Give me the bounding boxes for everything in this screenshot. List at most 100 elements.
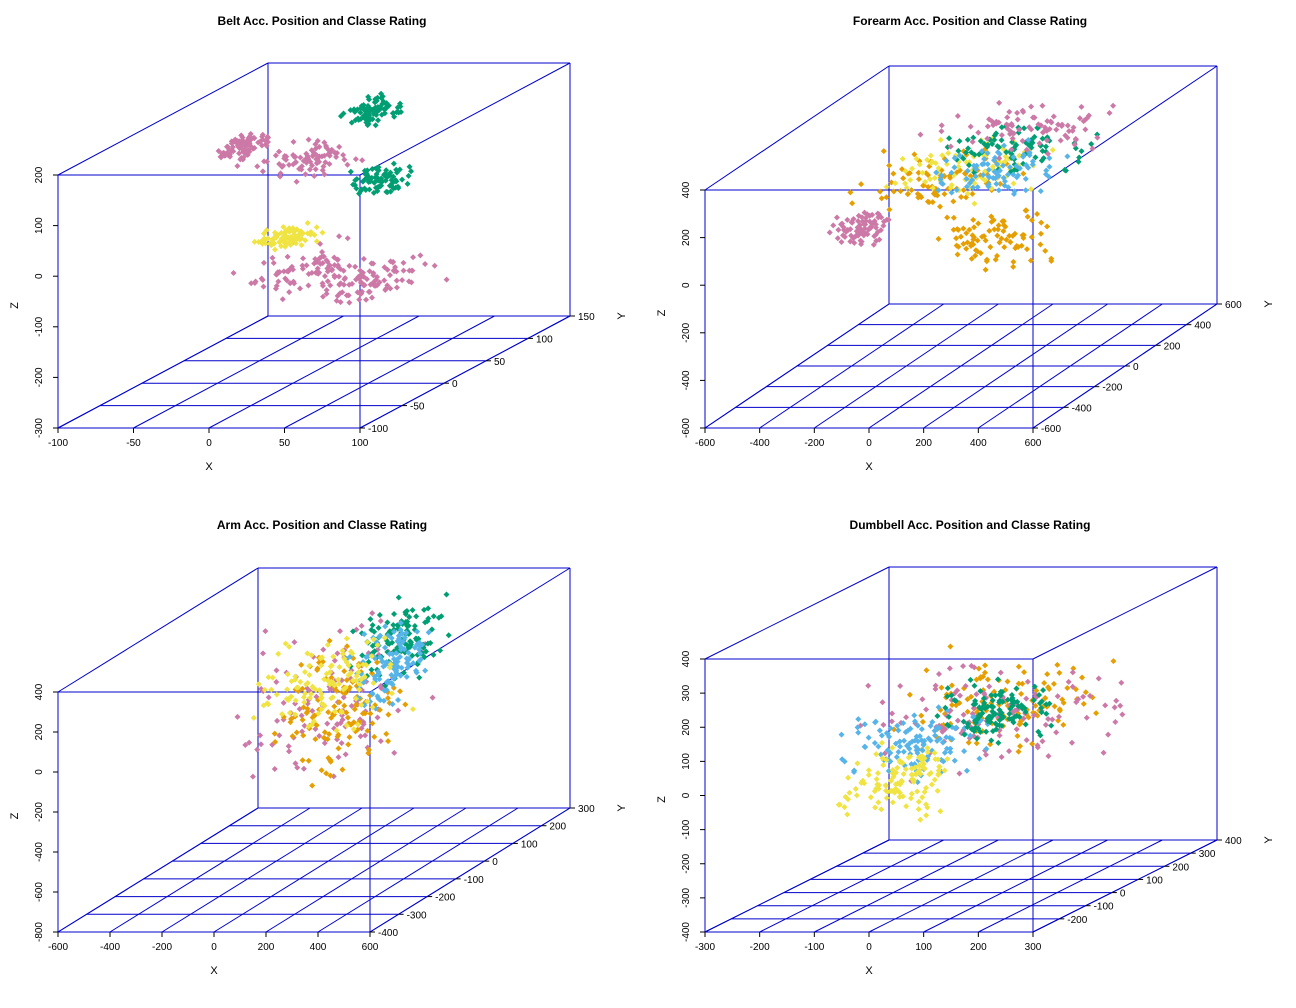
scatter-point [261,158,268,165]
scatter-point [286,228,293,235]
scatter-point [299,716,306,723]
scatter-point [1065,128,1072,135]
scatter-point [849,219,856,226]
scatter-point [371,628,378,635]
scatter-point [346,299,353,306]
scatter-point [994,143,1001,150]
box-edge [57,567,259,693]
scatter-point [376,279,383,286]
scatter-point [337,299,344,306]
scatter-point [954,251,961,258]
scatter-point [894,764,901,771]
box-edge [704,65,890,191]
scatter-point [907,795,914,802]
panel-arm: Arm Acc. Position and Classe Rating -600… [9,518,628,977]
scatter-point [879,699,886,706]
scatter-point [953,187,960,194]
scatter-point [905,190,912,197]
scatter-point [841,233,848,240]
scatter-point [397,653,404,660]
z-tick-label: -400 [681,922,692,942]
scatter-point [361,631,368,638]
scatter-point [1013,685,1020,692]
scatter-point [1044,118,1051,125]
scatter-point [933,169,940,176]
scatter-point [286,748,293,755]
scatter-point [971,224,978,231]
scatter-point [941,190,948,197]
scatter-point [858,238,865,245]
scatter-point [913,733,920,740]
x-tick-label: -300 [695,942,715,953]
scatter-point [1011,190,1018,197]
scatter-point [998,753,1005,760]
scatter-point [925,172,932,179]
scatter-point [987,715,994,722]
scatter-point [404,180,411,187]
scatter-point [403,629,410,636]
scatter-point [988,692,995,699]
scatter-point [238,142,245,149]
scatter-point [1045,684,1052,691]
scatter-point [282,640,289,647]
scatter-point [327,282,334,289]
scatter-point [384,282,391,289]
scatter-point [424,618,431,625]
scatter-point [1042,124,1049,131]
scatter-point [1021,125,1028,132]
scatter-point [327,772,334,779]
scatter-point [422,667,429,674]
scatter-point [1100,749,1107,756]
scatter-point [326,681,333,688]
scatter-point [323,290,330,297]
scatter-point [400,259,407,266]
scatter-point [324,278,331,285]
scatter-point [844,216,851,223]
scatter-point [903,184,910,191]
scatter-point [977,674,984,681]
scatter-point [999,688,1006,695]
scatter-point [1020,170,1027,177]
scatter-point [1017,743,1024,750]
scatter-point [973,691,980,698]
x-tick-label: 0 [866,942,872,953]
scatter-point [288,678,295,685]
scatter-point [389,259,396,266]
scatter-point [368,653,375,660]
scatter-point [896,789,903,796]
scatter-point [343,709,350,716]
y-tick-label: 600 [1225,300,1242,311]
y-axis-label: Y [616,804,628,812]
z-tick-label: -600 [681,418,692,438]
scatter-point [321,740,328,747]
scatter-point [397,672,404,679]
scatter-point [306,672,313,679]
scatter-point [880,148,887,155]
scatter-point [916,161,923,168]
y-tick-label: 400 [1225,836,1242,847]
scatter-point [954,717,961,724]
scatter-point [908,790,915,797]
scatter-point [298,242,305,249]
scatter-point [969,177,976,184]
y-axis-label: Y [1263,836,1275,844]
scatter-point [359,157,366,164]
scatter-point [994,676,1001,683]
scatter-point [1051,703,1058,710]
scatter-point [276,161,283,168]
scatter-point [861,721,868,728]
scatter-point [374,659,381,666]
scatter-point [356,681,363,688]
x-tick-label: 400 [970,438,987,449]
scatter-point [299,230,306,237]
scatter-point [909,772,916,779]
scatter-point [979,710,986,717]
scatter-point [215,147,222,154]
z-tick-label: 100 [34,217,45,234]
scatter-point [258,741,265,748]
z-tick-label: -600 [34,882,45,902]
scatter-point [1006,710,1013,717]
scatter-point [309,782,316,789]
scatter-point [932,685,939,692]
